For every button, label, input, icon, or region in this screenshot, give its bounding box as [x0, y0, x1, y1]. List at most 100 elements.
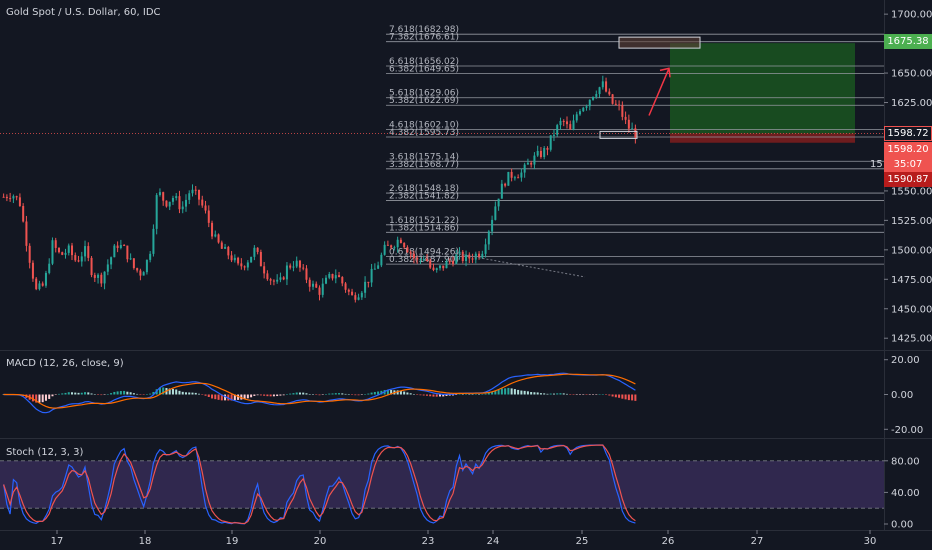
candle-body	[113, 245, 116, 258]
candle-body	[240, 263, 243, 267]
macd-histogram-bar	[71, 392, 74, 395]
stoch-title[interactable]: Stoch (12, 3, 3)	[6, 447, 84, 458]
candle-body	[292, 266, 295, 268]
macd-histogram-bar	[556, 393, 559, 395]
macd-histogram-bar	[48, 394, 51, 399]
macd-histogram-bar	[419, 394, 422, 396]
candle-body	[416, 258, 419, 260]
macd-histogram-bar	[634, 394, 637, 401]
macd-histogram-bar	[243, 394, 246, 400]
macd-signal-line	[3, 373, 636, 409]
macd-histogram-bar	[546, 393, 549, 395]
candle-body	[429, 260, 432, 268]
macd-histogram-bar	[41, 394, 44, 403]
candle-body	[559, 120, 562, 126]
candle-body	[592, 96, 595, 100]
candle-body	[305, 268, 308, 280]
macd-histogram-bar	[425, 394, 428, 396]
candle-body	[618, 104, 621, 106]
candle-body	[341, 277, 344, 284]
candle-body	[298, 260, 301, 268]
macd-histogram-bar	[194, 392, 197, 395]
candle-body	[25, 221, 28, 246]
macd-histogram-bar	[539, 393, 542, 395]
macd-histogram-bar	[507, 387, 510, 395]
fib-level-label: 5.618(1629.06)	[389, 89, 459, 99]
macd-histogram-bar	[530, 392, 533, 395]
stoch-tick-label: 0.00	[891, 520, 913, 531]
price-tick-label: 1700.00	[891, 10, 932, 21]
candle-body	[605, 81, 608, 92]
macd-histogram-bar	[318, 394, 321, 396]
macd-histogram-bar	[77, 392, 80, 395]
countdown-tag: 15 35:07	[870, 157, 932, 172]
macd-histogram-bar	[523, 390, 526, 395]
macd-histogram-bar	[178, 390, 181, 395]
macd-histogram-bar	[44, 394, 47, 401]
macd-histogram-bar	[631, 394, 634, 401]
candle-body	[344, 283, 347, 290]
symbol-title[interactable]: Gold Spot / U.S. Dollar, 60, IDC	[6, 7, 161, 18]
macd-histogram-bar	[429, 394, 432, 397]
candle-body	[165, 200, 168, 207]
candle-body	[152, 228, 155, 254]
macd-histogram-bar	[325, 394, 328, 395]
macd-histogram-bar	[458, 394, 461, 395]
time-tick-label: 17	[51, 536, 64, 547]
macd-histogram-bar	[201, 394, 204, 395]
candle-body	[422, 259, 425, 261]
candle-body	[367, 281, 370, 283]
macd-histogram-bar	[572, 394, 575, 395]
candle-body	[302, 267, 305, 269]
fib-level-label: 6.618(1656.02)	[389, 57, 459, 67]
candle-body	[334, 275, 337, 279]
candle-body	[57, 247, 60, 253]
candle-body	[18, 197, 21, 206]
candle-body	[461, 251, 464, 262]
candle-body	[184, 199, 187, 207]
candle-body	[569, 124, 572, 130]
macd-histogram-bar	[549, 393, 552, 395]
candle-body	[132, 258, 135, 269]
macd-histogram-bar	[139, 394, 142, 395]
fib-level-label: 6.382(1649.65)	[389, 64, 459, 74]
macd-histogram-bar	[328, 393, 331, 395]
candle-body	[614, 103, 617, 105]
macd-histogram-bar	[158, 387, 161, 395]
macd-histogram-bar	[510, 388, 513, 395]
macd-histogram-bar	[90, 393, 93, 395]
candle-body	[246, 262, 249, 268]
macd-histogram-bar	[373, 391, 376, 395]
macd-histogram-bar	[123, 390, 126, 395]
candle-body	[487, 231, 490, 245]
countdown-label: 35:07	[893, 159, 923, 170]
macd-histogram-bar	[149, 393, 152, 395]
price-tick-label: 1500.00	[891, 245, 932, 256]
candle-body	[598, 87, 601, 95]
long-position-loss-zone	[670, 133, 855, 143]
candle-body	[595, 94, 598, 97]
macd-histogram-bar	[412, 394, 415, 395]
macd-histogram-bar	[380, 390, 383, 395]
macd-histogram-bar	[331, 393, 334, 395]
macd-histogram-bar	[145, 394, 148, 395]
candle-body	[338, 275, 341, 278]
macd-histogram-bar	[497, 389, 500, 395]
macd-histogram-bar	[621, 394, 624, 399]
candle-body	[517, 177, 520, 179]
macd-histogram-bar	[67, 392, 70, 395]
candle-body	[380, 254, 383, 266]
macd-histogram-bar	[468, 394, 471, 395]
candle-body	[279, 277, 282, 280]
candle-body	[44, 272, 47, 286]
candle-body	[425, 259, 428, 261]
candle-body	[263, 266, 266, 274]
candle-body	[211, 222, 214, 237]
candle-body	[347, 289, 350, 292]
macd-histogram-bar	[191, 392, 194, 395]
candle-body	[504, 183, 507, 186]
macd-title[interactable]: MACD (12, 26, close, 9)	[6, 358, 124, 369]
macd-histogram-bar	[452, 394, 455, 396]
macd-histogram-bar	[181, 391, 184, 395]
